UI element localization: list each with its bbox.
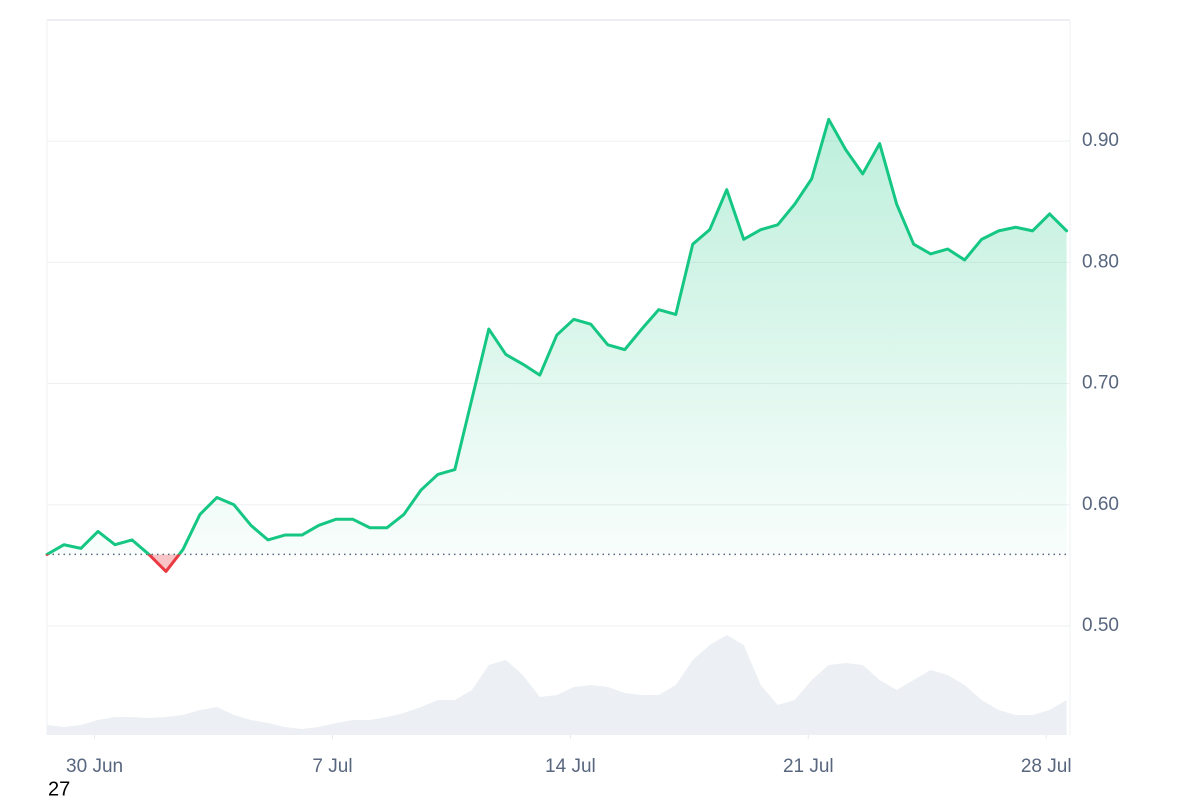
price-area	[47, 119, 1067, 572]
x-tick-label: 14 Jul	[545, 756, 596, 777]
y-tick-label: 0.60	[1082, 494, 1119, 515]
x-tick-label: 7 Jul	[312, 756, 352, 777]
annotation: 27	[48, 778, 70, 800]
y-tick-label: 0.50	[1082, 615, 1119, 636]
price-line	[45, 117, 1069, 573]
y-tick-label: 0.70	[1082, 373, 1119, 394]
volume-area	[47, 635, 1067, 735]
x-tick-label: 21 Jul	[783, 756, 834, 777]
x-tick-label: 30 Jun	[66, 756, 123, 777]
y-tick-label: 0.80	[1082, 251, 1119, 272]
y-tick-label: 0.90	[1082, 130, 1119, 151]
x-tick-label: 28 Jul	[1021, 756, 1072, 777]
